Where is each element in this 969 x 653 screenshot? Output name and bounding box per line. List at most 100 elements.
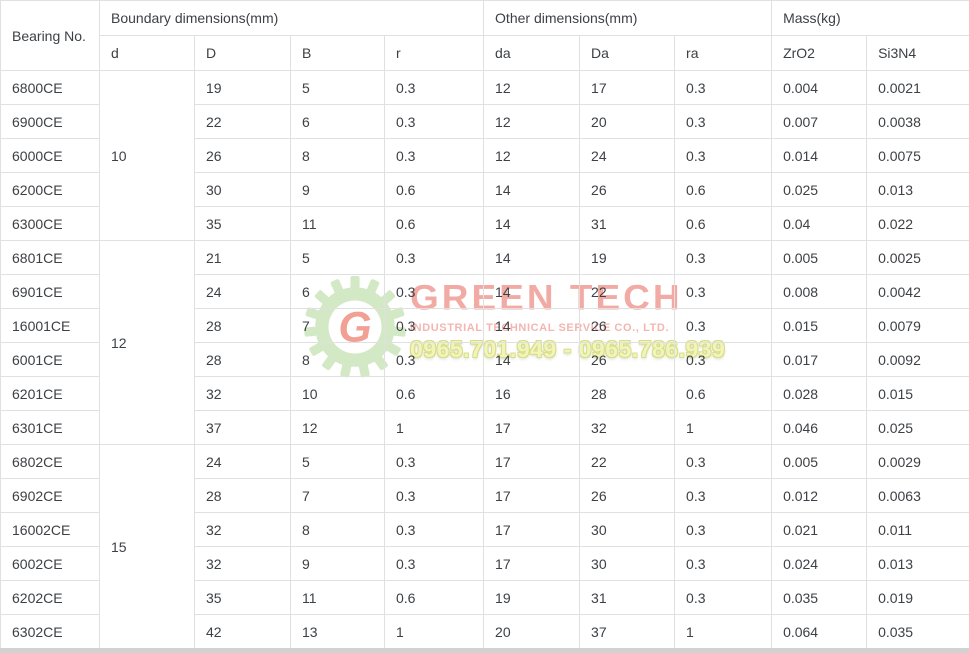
col-zro2-cell: 0.04 bbox=[771, 206, 868, 241]
col-D-cell: 28 bbox=[194, 478, 291, 513]
bearing-no-cell: 6201CE bbox=[0, 376, 100, 411]
col-da-cell: 17 bbox=[483, 512, 581, 547]
header-col-ra: ra bbox=[674, 35, 773, 71]
col-Da-cell: 26 bbox=[579, 342, 676, 377]
col-Da-cell: 19 bbox=[579, 240, 676, 275]
col-Da-cell: 24 bbox=[579, 138, 676, 173]
bearing-no-cell: 6902CE bbox=[0, 478, 100, 513]
col-ra-cell: 0.3 bbox=[674, 444, 773, 479]
col-si3n4-cell: 0.0042 bbox=[866, 274, 969, 309]
col-D-cell: 32 bbox=[194, 376, 291, 411]
col-da-cell: 14 bbox=[483, 240, 581, 275]
table-row: 6302CE 42 13 1 20 37 1 0.064 0.035 bbox=[0, 614, 969, 649]
col-Da-cell: 26 bbox=[579, 308, 676, 343]
col-si3n4-cell: 0.011 bbox=[866, 512, 969, 547]
col-D-cell: 35 bbox=[194, 580, 291, 615]
col-da-cell: 17 bbox=[483, 478, 581, 513]
col-ra-cell: 0.3 bbox=[674, 70, 773, 105]
col-si3n4-cell: 0.0075 bbox=[866, 138, 969, 173]
col-zro2-cell: 0.064 bbox=[771, 614, 868, 649]
col-da-cell: 14 bbox=[483, 342, 581, 377]
col-D-cell: 22 bbox=[194, 104, 291, 139]
col-r-cell: 0.3 bbox=[383, 478, 485, 513]
col-ra-cell: 1 bbox=[674, 410, 773, 445]
col-B-cell: 8 bbox=[290, 342, 385, 377]
d-group-cell: 10 bbox=[99, 70, 195, 241]
bearing-no-cell: 6300CE bbox=[0, 206, 100, 241]
col-Da-cell: 31 bbox=[579, 580, 676, 615]
header-col-D: D bbox=[194, 35, 291, 71]
bearing-no-cell: 6900CE bbox=[0, 104, 100, 139]
table-row: 6301CE 37 12 1 17 32 1 0.046 0.025 bbox=[0, 410, 969, 445]
col-B-cell: 5 bbox=[290, 240, 385, 275]
col-r-cell: 0.6 bbox=[383, 172, 485, 207]
bearing-no-cell: 6802CE bbox=[0, 444, 100, 479]
col-zro2-cell: 0.021 bbox=[771, 512, 868, 547]
col-B-cell: 10 bbox=[290, 376, 385, 411]
col-B-cell: 13 bbox=[290, 614, 385, 649]
col-da-cell: 12 bbox=[483, 104, 581, 139]
header-row-groups: Bearing No. Boundary dimensions(mm) Othe… bbox=[0, 0, 969, 71]
col-Da-cell: 31 bbox=[579, 206, 676, 241]
col-B-cell: 7 bbox=[290, 478, 385, 513]
header-col-d: d bbox=[99, 35, 195, 71]
col-D-cell: 37 bbox=[194, 410, 291, 445]
col-si3n4-cell: 0.0025 bbox=[866, 240, 969, 275]
header-other-dimensions: Other dimensions(mm) bbox=[483, 0, 773, 36]
col-r-cell: 0.6 bbox=[383, 376, 485, 411]
table-row: 6201CE 32 10 0.6 16 28 0.6 0.028 0.015 bbox=[0, 376, 969, 411]
col-da-cell: 16 bbox=[483, 376, 581, 411]
col-ra-cell: 0.3 bbox=[674, 512, 773, 547]
bearing-no-cell: 6000CE bbox=[0, 138, 100, 173]
col-da-cell: 17 bbox=[483, 410, 581, 445]
col-r-cell: 1 bbox=[383, 410, 485, 445]
col-B-cell: 11 bbox=[290, 580, 385, 615]
header-col-si3n4: Si3N4 bbox=[866, 35, 969, 71]
bearing-no-cell: 16001CE bbox=[0, 308, 100, 343]
table-header: Bearing No. Boundary dimensions(mm) Othe… bbox=[0, 0, 969, 71]
col-ra-cell: 0.3 bbox=[674, 478, 773, 513]
col-zro2-cell: 0.012 bbox=[771, 478, 868, 513]
col-zro2-cell: 0.046 bbox=[771, 410, 868, 445]
col-ra-cell: 0.3 bbox=[674, 104, 773, 139]
col-B-cell: 12 bbox=[290, 410, 385, 445]
col-da-cell: 14 bbox=[483, 274, 581, 309]
col-D-cell: 32 bbox=[194, 512, 291, 547]
col-zro2-cell: 0.015 bbox=[771, 308, 868, 343]
col-D-cell: 28 bbox=[194, 342, 291, 377]
col-Da-cell: 28 bbox=[579, 376, 676, 411]
d-group-cell: 12 bbox=[99, 240, 195, 445]
col-zro2-cell: 0.005 bbox=[771, 444, 868, 479]
col-da-cell: 12 bbox=[483, 70, 581, 105]
bearing-no-cell: 6800CE bbox=[0, 70, 100, 105]
table-row: 6900CE 22 6 0.3 12 20 0.3 0.007 0.0038 bbox=[0, 104, 969, 139]
col-r-cell: 0.3 bbox=[383, 104, 485, 139]
table-row: 6000CE 26 8 0.3 12 24 0.3 0.014 0.0075 bbox=[0, 138, 969, 173]
bearing-no-cell: 6200CE bbox=[0, 172, 100, 207]
col-ra-cell: 0.3 bbox=[674, 240, 773, 275]
col-da-cell: 19 bbox=[483, 580, 581, 615]
col-B-cell: 11 bbox=[290, 206, 385, 241]
table-row: 6200CE 30 9 0.6 14 26 0.6 0.025 0.013 bbox=[0, 172, 969, 207]
table-row: 6202CE 35 11 0.6 19 31 0.3 0.035 0.019 bbox=[0, 580, 969, 615]
bearing-no-cell: 6801CE bbox=[0, 240, 100, 275]
bearing-no-cell: 6001CE bbox=[0, 342, 100, 377]
table-body: 6800CE 10 19 5 0.3 12 17 0.3 0.004 0.0021 6900CE 22… bbox=[0, 70, 969, 649]
col-ra-cell: 0.3 bbox=[674, 546, 773, 581]
col-ra-cell: 0.6 bbox=[674, 206, 773, 241]
header-col-da: da bbox=[483, 35, 581, 71]
col-Da-cell: 26 bbox=[579, 478, 676, 513]
col-D-cell: 24 bbox=[194, 444, 291, 479]
col-Da-cell: 30 bbox=[579, 512, 676, 547]
header-bearing-no: Bearing No. bbox=[0, 0, 100, 71]
header-col-r: r bbox=[383, 35, 485, 71]
col-zro2-cell: 0.025 bbox=[771, 172, 868, 207]
col-zro2-cell: 0.008 bbox=[771, 274, 868, 309]
col-D-cell: 21 bbox=[194, 240, 291, 275]
header-col-zro2: ZrO2 bbox=[771, 35, 868, 71]
col-r-cell: 1 bbox=[383, 614, 485, 649]
col-D-cell: 32 bbox=[194, 546, 291, 581]
col-r-cell: 0.3 bbox=[383, 308, 485, 343]
